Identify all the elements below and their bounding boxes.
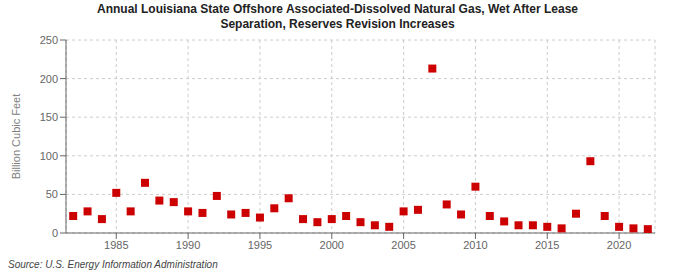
svg-text:0: 0 [52, 227, 58, 239]
svg-text:Billion Cubic Feet: Billion Cubic Feet [10, 94, 22, 180]
svg-text:200: 200 [40, 73, 58, 85]
html-text:Source: U.S. Energy Informatio: Source: U.S. Energy Information Administ… [8, 259, 218, 270]
svg-text:2010: 2010 [463, 239, 487, 251]
svg-text:2005: 2005 [391, 239, 415, 251]
svg-text:50: 50 [46, 188, 58, 200]
svg-text:1990: 1990 [176, 239, 200, 251]
svg-text:2015: 2015 [535, 239, 559, 251]
svg-text:100: 100 [40, 150, 58, 162]
svg-text:150: 150 [40, 111, 58, 123]
svg-text:2020: 2020 [607, 239, 631, 251]
svg-text:1985: 1985 [104, 239, 128, 251]
svg-text:1995: 1995 [248, 239, 272, 251]
html-text:Annual Louisiana State Offshor: Annual Louisiana State Offshore Associat… [97, 2, 578, 16]
svg-text:250: 250 [40, 34, 58, 46]
svg-text:2000: 2000 [320, 239, 344, 251]
html-text:Separation, Reserves Revision: Separation, Reserves Revision Increases [220, 17, 455, 31]
